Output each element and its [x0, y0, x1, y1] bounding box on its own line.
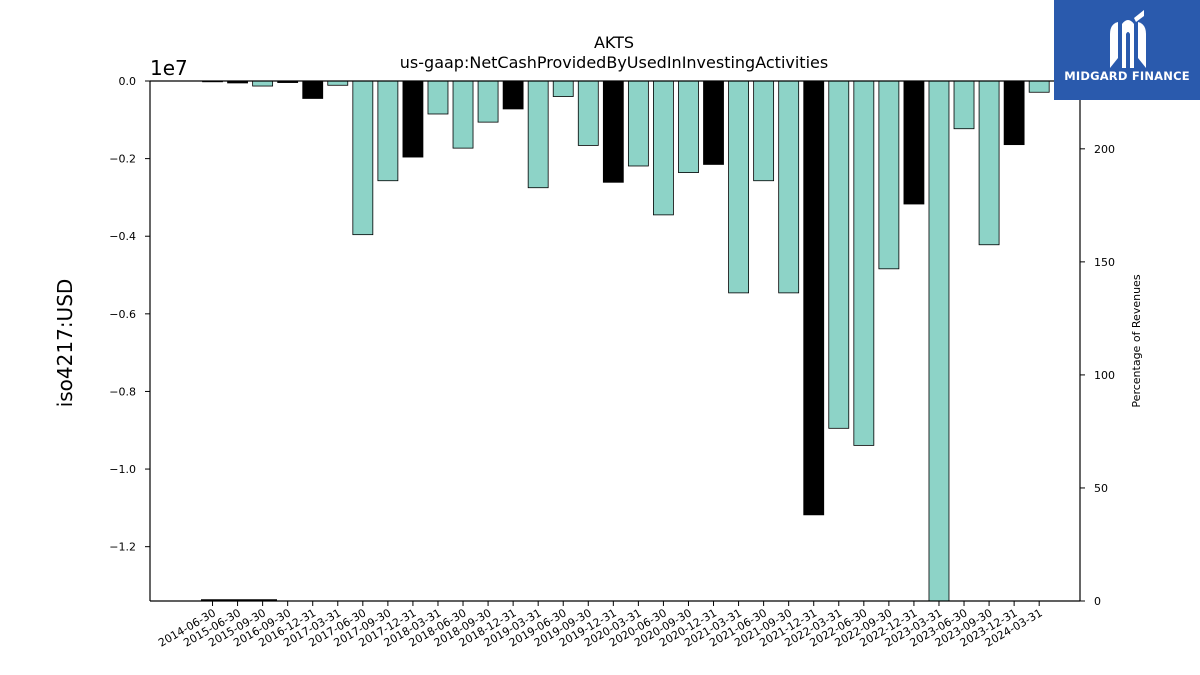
- y2-tick-label: 50: [1094, 482, 1108, 495]
- bar-2016-12-31: [302, 80, 324, 99]
- bar-2022-03-31: [828, 80, 850, 429]
- bar-2022-06-30: [853, 80, 875, 446]
- bar-2017-09-30: [377, 80, 399, 182]
- bar-2017-03-31: [327, 80, 349, 86]
- bar-2019-03-31: [527, 80, 549, 189]
- bar-2019-09-30: [577, 80, 599, 146]
- y2-axis-ticks: 0 50 100 150 200: [1080, 143, 1115, 608]
- bar-2020-09-30: [678, 80, 699, 173]
- axes-frame: [149, 80, 1081, 602]
- y-axis-label: iso4217:USD: [53, 279, 77, 408]
- y-axis-ticks: 0.0 −0.2 −0.4 −0.6 −0.8 −1.0 −1.2: [109, 75, 150, 554]
- bar-2017-06-30: [352, 80, 374, 236]
- bar-2021-09-30: [778, 80, 800, 294]
- bar-2017-12-31: [402, 80, 424, 158]
- bar-2022-12-31: [903, 80, 925, 205]
- bar-2023-06-30: [953, 80, 975, 130]
- bar-2023-12-31: [1003, 80, 1025, 146]
- bar-2018-06-30: [452, 80, 474, 149]
- bar-2018-12-31: [502, 80, 524, 110]
- bar-2018-03-31: [427, 80, 449, 115]
- bar-2015-09-30: [252, 80, 274, 87]
- bar-2022-09-30: [878, 80, 900, 270]
- chart-title: AKTS: [594, 33, 634, 52]
- y2-tick-label: 150: [1094, 256, 1115, 269]
- y2-tick-label: 200: [1094, 143, 1115, 156]
- bar-2019-06-30: [552, 80, 574, 97]
- bar-2018-09-30: [477, 80, 499, 123]
- y2-tick-label: 0: [1094, 595, 1101, 608]
- bar-2023-03-31: [928, 80, 950, 602]
- y-axis-offset-label: 1e7: [150, 56, 188, 80]
- bar-2024-03-31: [1028, 80, 1050, 93]
- logo-text: MIDGARD FINANCE: [1064, 69, 1190, 83]
- x-axis-ticks: 2014-06-302015-06-302015-09-302016-09-30…: [156, 601, 1045, 650]
- bar-2020-03-31: [627, 80, 649, 167]
- chart-subtitle: us-gaap:NetCashProvidedByUsedInInvesting…: [400, 53, 828, 72]
- bar-2021-03-31: [728, 80, 749, 294]
- midgard-logo-icon: [1110, 10, 1146, 68]
- bar-2021-12-31: [803, 80, 825, 516]
- bar-2020-06-30: [653, 80, 674, 216]
- y2-tick-label: 100: [1094, 369, 1115, 382]
- bar-2020-12-31: [703, 80, 724, 165]
- bar-2023-09-30: [978, 80, 1000, 246]
- y-tick-label: −0.4: [109, 230, 136, 243]
- y-tick-label: −0.8: [109, 385, 136, 398]
- y-tick-label: −0.2: [109, 153, 136, 166]
- y-tick-label: −1.2: [109, 541, 136, 554]
- bar-2019-12-31: [602, 80, 624, 183]
- y-tick-label: −1.0: [109, 463, 136, 476]
- bar-2021-06-30: [753, 80, 775, 182]
- bars-group: [201, 80, 1050, 602]
- y-tick-label: −0.6: [109, 308, 136, 321]
- y-tick-label: 0.0: [119, 75, 137, 88]
- y2-axis-label: Percentage of Revenues: [1130, 274, 1143, 407]
- midgard-finance-logo: MIDGARD FINANCE: [1054, 0, 1200, 100]
